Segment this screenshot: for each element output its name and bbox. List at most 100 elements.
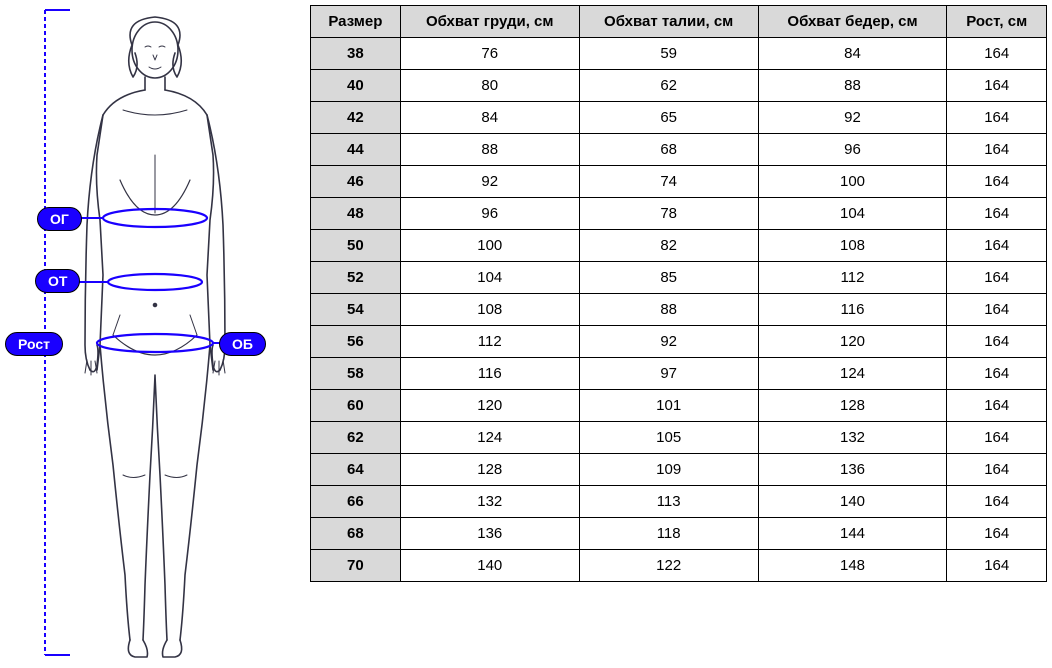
table-cell: 84 — [758, 38, 947, 70]
table-cell: 76 — [400, 38, 579, 70]
table-cell: 100 — [758, 166, 947, 198]
table-cell: 44 — [311, 134, 401, 166]
table-cell: 112 — [400, 326, 579, 358]
size-table-body: 3876598416440806288164428465921644488689… — [311, 38, 1047, 582]
table-row: 42846592164 — [311, 102, 1047, 134]
table-cell: 112 — [758, 262, 947, 294]
table-header-cell: Обхват талии, см — [579, 6, 758, 38]
table-cell: 148 — [758, 550, 947, 582]
table-cell: 88 — [758, 70, 947, 102]
table-cell: 108 — [400, 294, 579, 326]
badge-ot: ОТ — [35, 269, 80, 293]
table-cell: 64 — [311, 454, 401, 486]
table-cell: 104 — [400, 262, 579, 294]
table-cell: 164 — [947, 422, 1047, 454]
table-cell: 116 — [758, 294, 947, 326]
table-cell: 108 — [758, 230, 947, 262]
table-cell: 62 — [311, 422, 401, 454]
table-cell: 164 — [947, 198, 1047, 230]
table-cell: 105 — [579, 422, 758, 454]
table-cell: 82 — [579, 230, 758, 262]
table-cell: 50 — [311, 230, 401, 262]
table-cell: 164 — [947, 134, 1047, 166]
table-cell: 136 — [400, 518, 579, 550]
table-row: 5210485112164 — [311, 262, 1047, 294]
table-cell: 120 — [758, 326, 947, 358]
table-cell: 136 — [758, 454, 947, 486]
table-row: 70140122148164 — [311, 550, 1047, 582]
table-cell: 132 — [758, 422, 947, 454]
table-cell: 60 — [311, 390, 401, 422]
table-cell: 118 — [579, 518, 758, 550]
table-cell: 100 — [400, 230, 579, 262]
table-cell: 164 — [947, 262, 1047, 294]
table-cell: 74 — [579, 166, 758, 198]
table-cell: 92 — [758, 102, 947, 134]
table-cell: 120 — [400, 390, 579, 422]
table-cell: 68 — [311, 518, 401, 550]
table-cell: 101 — [579, 390, 758, 422]
table-cell: 128 — [758, 390, 947, 422]
table-cell: 140 — [758, 486, 947, 518]
table-cell: 40 — [311, 70, 401, 102]
table-cell: 104 — [758, 198, 947, 230]
table-cell: 58 — [311, 358, 401, 390]
table-cell: 88 — [579, 294, 758, 326]
table-cell: 164 — [947, 390, 1047, 422]
table-cell: 164 — [947, 454, 1047, 486]
table-row: 66132113140164 — [311, 486, 1047, 518]
table-cell: 68 — [579, 134, 758, 166]
table-cell: 122 — [579, 550, 758, 582]
table-cell: 66 — [311, 486, 401, 518]
table-cell: 128 — [400, 454, 579, 486]
measurement-diagram: ОГ ОТ ОБ Рост — [5, 5, 300, 663]
table-row: 62124105132164 — [311, 422, 1047, 454]
table-cell: 109 — [579, 454, 758, 486]
table-row: 5811697124164 — [311, 358, 1047, 390]
table-cell: 85 — [579, 262, 758, 294]
table-cell: 48 — [311, 198, 401, 230]
table-cell: 144 — [758, 518, 947, 550]
table-cell: 164 — [947, 230, 1047, 262]
size-table-header-row: РазмерОбхват груди, смОбхват талии, смОб… — [311, 6, 1047, 38]
table-row: 40806288164 — [311, 70, 1047, 102]
table-cell: 164 — [947, 38, 1047, 70]
table-cell: 92 — [400, 166, 579, 198]
table-cell: 54 — [311, 294, 401, 326]
table-cell: 52 — [311, 262, 401, 294]
table-cell: 80 — [400, 70, 579, 102]
table-cell: 164 — [947, 102, 1047, 134]
table-cell: 164 — [947, 518, 1047, 550]
table-cell: 132 — [400, 486, 579, 518]
table-header-cell: Обхват груди, см — [400, 6, 579, 38]
table-cell: 164 — [947, 486, 1047, 518]
table-cell: 164 — [947, 326, 1047, 358]
table-header-cell: Размер — [311, 6, 401, 38]
badge-rost: Рост — [5, 332, 63, 356]
table-cell: 92 — [579, 326, 758, 358]
table-cell: 38 — [311, 38, 401, 70]
table-row: 44886896164 — [311, 134, 1047, 166]
table-row: 489678104164 — [311, 198, 1047, 230]
table-row: 60120101128164 — [311, 390, 1047, 422]
table-row: 469274100164 — [311, 166, 1047, 198]
table-row: 5010082108164 — [311, 230, 1047, 262]
table-header-cell: Обхват бедер, см — [758, 6, 947, 38]
table-cell: 96 — [758, 134, 947, 166]
badge-og: ОГ — [37, 207, 82, 231]
table-row: 5410888116164 — [311, 294, 1047, 326]
size-table: РазмерОбхват груди, смОбхват талии, смОб… — [310, 5, 1047, 582]
table-cell: 164 — [947, 166, 1047, 198]
table-cell: 70 — [311, 550, 401, 582]
table-cell: 140 — [400, 550, 579, 582]
table-row: 38765984164 — [311, 38, 1047, 70]
table-cell: 56 — [311, 326, 401, 358]
table-row: 68136118144164 — [311, 518, 1047, 550]
badge-ob: ОБ — [219, 332, 266, 356]
table-cell: 84 — [400, 102, 579, 134]
table-cell: 164 — [947, 294, 1047, 326]
table-cell: 59 — [579, 38, 758, 70]
table-cell: 164 — [947, 550, 1047, 582]
table-cell: 88 — [400, 134, 579, 166]
table-cell: 78 — [579, 198, 758, 230]
